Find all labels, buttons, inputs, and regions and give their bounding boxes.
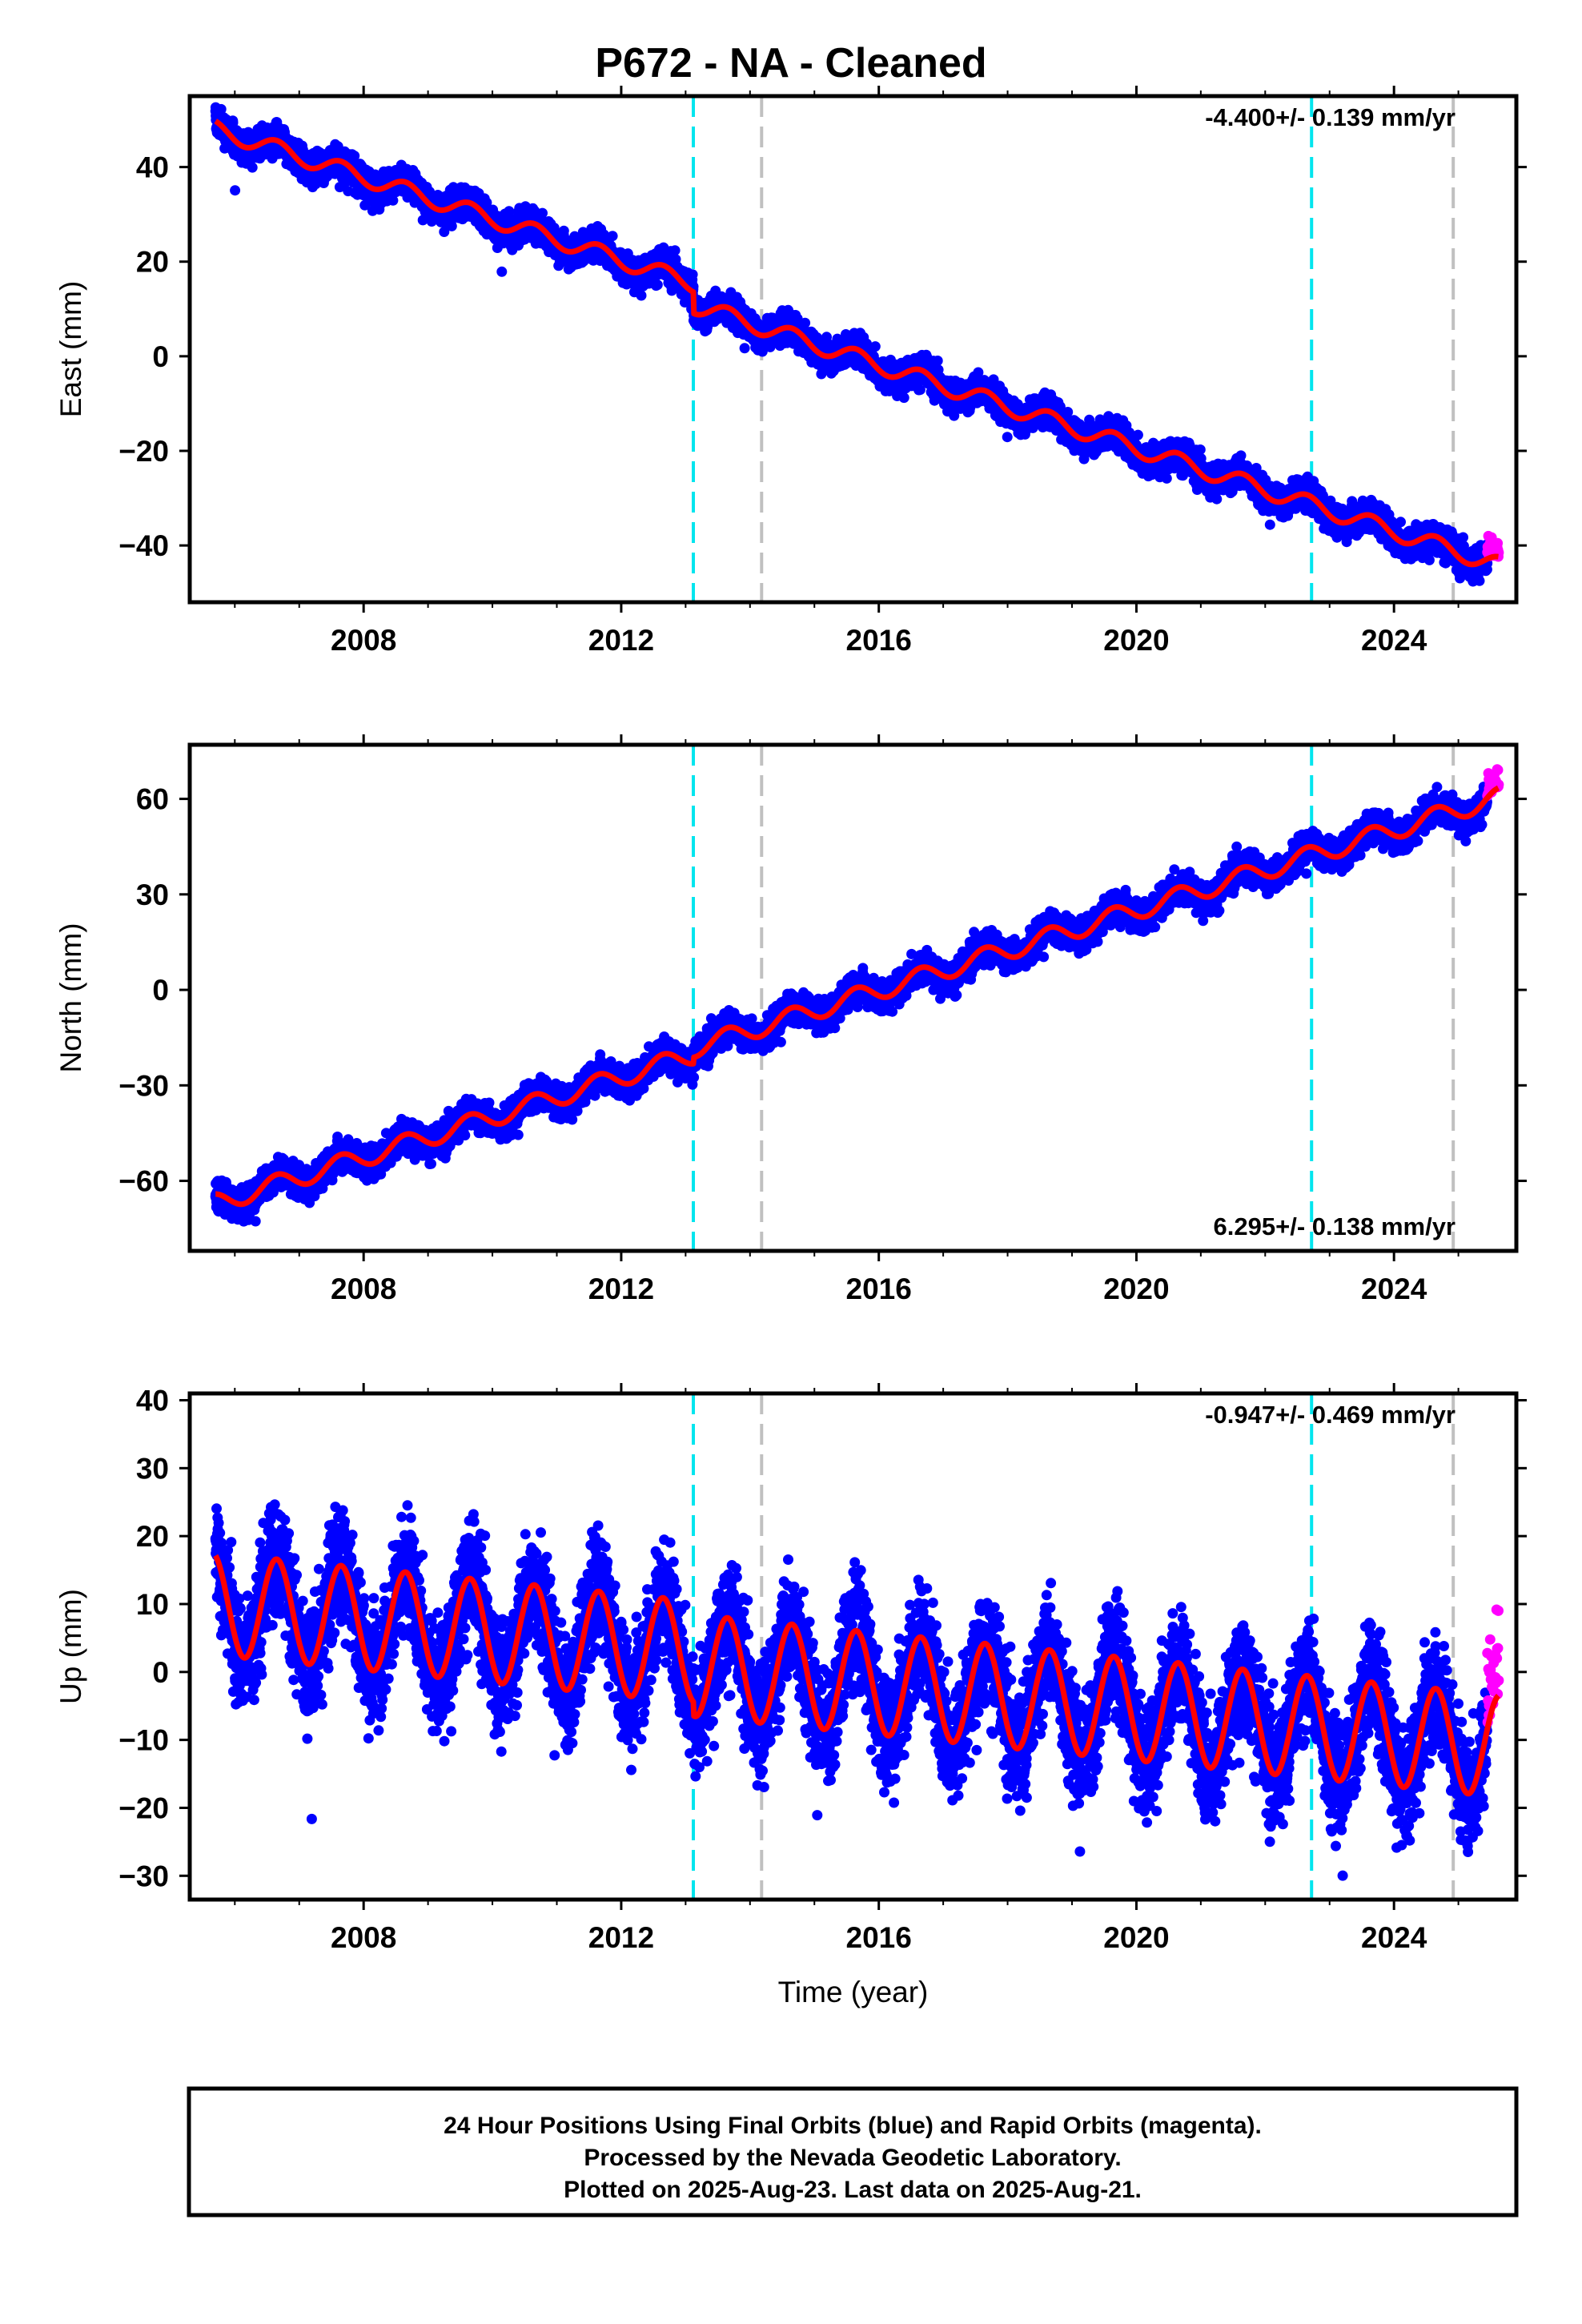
chart-title: P672 - NA - Cleaned xyxy=(595,40,986,86)
final-orbit-point xyxy=(869,341,881,352)
final-orbit-point xyxy=(558,225,569,236)
final-orbit-point xyxy=(247,162,258,173)
final-orbit-point xyxy=(898,392,909,404)
final-orbit-point xyxy=(739,343,750,354)
final-orbit-point xyxy=(446,220,457,231)
final-orbit-point xyxy=(669,245,681,256)
final-orbit-point xyxy=(1002,432,1013,443)
final-orbit-point xyxy=(932,356,943,366)
final-orbit-point xyxy=(230,185,241,196)
final-orbit-point xyxy=(215,103,227,115)
final-orbit-point xyxy=(496,266,508,277)
final-orbit-point xyxy=(349,151,360,162)
final-orbit-point xyxy=(636,290,647,301)
final-orbit-point xyxy=(607,231,618,242)
final-orbit-point xyxy=(800,317,811,328)
final-orbit-point xyxy=(652,279,663,291)
final-orbit-point xyxy=(537,207,548,219)
final-orbit-point xyxy=(687,269,698,280)
final-orbit-point xyxy=(387,195,399,206)
